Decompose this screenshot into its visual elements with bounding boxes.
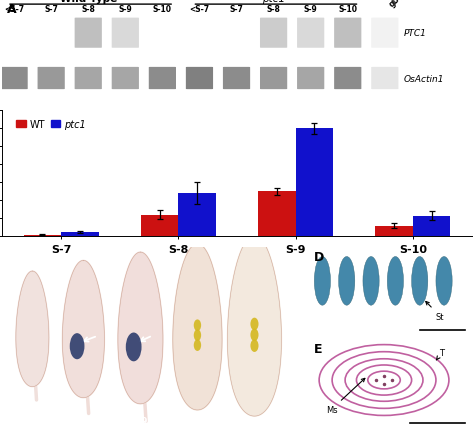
Text: C: C: [9, 253, 18, 266]
Text: A: A: [7, 3, 17, 16]
Bar: [413, 216, 450, 237]
Text: T: T: [437, 348, 444, 360]
Ellipse shape: [126, 333, 142, 362]
Bar: [141, 215, 178, 237]
FancyBboxPatch shape: [260, 18, 287, 49]
FancyBboxPatch shape: [112, 68, 139, 90]
Bar: [375, 226, 413, 237]
Text: S-8: S-8: [76, 416, 91, 425]
Text: Wild Type: Wild Type: [60, 0, 117, 4]
FancyBboxPatch shape: [297, 68, 324, 90]
Ellipse shape: [363, 257, 379, 305]
Ellipse shape: [387, 257, 403, 305]
Text: S-9: S-9: [118, 5, 132, 14]
FancyBboxPatch shape: [371, 68, 399, 90]
FancyBboxPatch shape: [37, 68, 65, 90]
Bar: [296, 129, 333, 237]
FancyBboxPatch shape: [74, 18, 102, 49]
Ellipse shape: [250, 329, 258, 341]
Text: <S-7: <S-7: [190, 5, 210, 14]
FancyBboxPatch shape: [260, 68, 287, 90]
FancyBboxPatch shape: [297, 18, 324, 49]
Bar: [24, 235, 61, 237]
Ellipse shape: [250, 340, 258, 352]
Bar: [258, 192, 296, 237]
FancyBboxPatch shape: [112, 18, 139, 49]
Ellipse shape: [338, 257, 355, 305]
Ellipse shape: [314, 257, 330, 305]
Text: St: St: [426, 302, 445, 321]
Text: gDNA: gDNA: [387, 0, 410, 9]
Bar: [61, 232, 99, 237]
Text: S-10: S-10: [338, 5, 357, 14]
Ellipse shape: [436, 257, 452, 305]
Text: S-10b: S-10b: [241, 416, 268, 425]
Text: S-10: S-10: [153, 5, 172, 14]
Text: S-10a: S-10a: [184, 416, 211, 425]
Ellipse shape: [194, 340, 201, 351]
Polygon shape: [118, 252, 163, 404]
Ellipse shape: [411, 257, 428, 305]
Text: ptc1: ptc1: [262, 0, 285, 4]
Text: S-8: S-8: [82, 5, 95, 14]
Bar: [178, 194, 216, 237]
Ellipse shape: [194, 319, 201, 331]
Text: OsActin1: OsActin1: [403, 74, 444, 83]
FancyBboxPatch shape: [74, 68, 102, 90]
Legend: WT, ptc1: WT, ptc1: [12, 116, 90, 134]
FancyBboxPatch shape: [0, 68, 27, 90]
FancyBboxPatch shape: [334, 68, 361, 90]
Text: S-7: S-7: [25, 416, 40, 425]
FancyBboxPatch shape: [334, 18, 361, 49]
Polygon shape: [173, 244, 222, 410]
FancyBboxPatch shape: [371, 18, 399, 49]
Ellipse shape: [194, 329, 201, 341]
Polygon shape: [228, 236, 282, 416]
Polygon shape: [63, 261, 104, 398]
Text: E: E: [314, 342, 323, 355]
Ellipse shape: [70, 333, 84, 359]
Text: Ms: Ms: [326, 378, 365, 414]
Text: D: D: [314, 250, 325, 263]
Text: S-7: S-7: [44, 5, 58, 14]
Text: PTC1: PTC1: [403, 29, 427, 38]
Text: S-7: S-7: [229, 5, 244, 14]
Text: 2mm: 2mm: [275, 391, 280, 407]
Ellipse shape: [250, 318, 258, 331]
Polygon shape: [16, 271, 49, 387]
Text: S-8: S-8: [267, 5, 281, 14]
Text: S-9: S-9: [304, 5, 318, 14]
Text: S-9: S-9: [133, 416, 148, 425]
FancyBboxPatch shape: [223, 68, 250, 90]
FancyBboxPatch shape: [186, 68, 213, 90]
FancyBboxPatch shape: [149, 68, 176, 90]
Text: <S-7: <S-7: [4, 5, 24, 14]
